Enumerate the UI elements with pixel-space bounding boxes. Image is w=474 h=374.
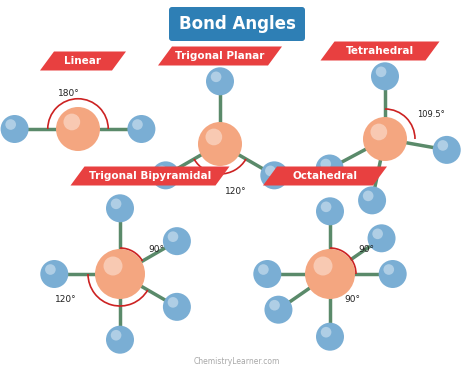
Circle shape — [316, 197, 344, 225]
Circle shape — [0, 115, 28, 143]
Text: Octahedral: Octahedral — [292, 171, 357, 181]
Circle shape — [371, 123, 387, 140]
Text: 90°: 90° — [148, 245, 164, 254]
Circle shape — [367, 224, 395, 252]
Circle shape — [313, 257, 332, 276]
Circle shape — [316, 323, 344, 351]
Circle shape — [106, 194, 134, 222]
FancyBboxPatch shape — [169, 7, 305, 41]
Circle shape — [198, 122, 242, 166]
Circle shape — [168, 297, 178, 308]
Circle shape — [5, 119, 16, 130]
Circle shape — [206, 129, 222, 145]
Text: 180°: 180° — [58, 89, 80, 98]
Circle shape — [438, 140, 448, 151]
Circle shape — [211, 71, 221, 82]
Circle shape — [206, 67, 234, 95]
Circle shape — [56, 107, 100, 151]
Circle shape — [372, 229, 383, 239]
Circle shape — [128, 115, 155, 143]
Circle shape — [152, 161, 180, 189]
Circle shape — [316, 154, 344, 183]
Circle shape — [269, 300, 280, 310]
Text: 109.5°: 109.5° — [417, 110, 445, 119]
Text: ChemistryLearner.com: ChemistryLearner.com — [194, 357, 280, 366]
Circle shape — [106, 326, 134, 354]
Text: Linear: Linear — [64, 56, 101, 66]
Circle shape — [45, 264, 56, 275]
Circle shape — [253, 260, 281, 288]
Polygon shape — [158, 46, 282, 65]
Text: Trigonal Planar: Trigonal Planar — [175, 51, 264, 61]
Circle shape — [111, 199, 121, 209]
Circle shape — [64, 114, 80, 130]
Circle shape — [103, 257, 122, 276]
Circle shape — [95, 249, 145, 299]
Circle shape — [433, 136, 461, 164]
Text: 120°: 120° — [55, 295, 77, 304]
Circle shape — [376, 67, 386, 77]
Text: 90°: 90° — [358, 245, 374, 254]
Circle shape — [321, 202, 331, 212]
Text: Trigonal Bipyramidal: Trigonal Bipyramidal — [89, 171, 211, 181]
Circle shape — [379, 260, 407, 288]
Circle shape — [168, 232, 178, 242]
Text: 90°: 90° — [344, 295, 360, 304]
Circle shape — [40, 260, 68, 288]
Circle shape — [371, 62, 399, 90]
Circle shape — [363, 117, 407, 161]
Circle shape — [163, 227, 191, 255]
Circle shape — [265, 166, 276, 176]
Polygon shape — [263, 166, 387, 186]
Circle shape — [163, 293, 191, 321]
Circle shape — [321, 327, 331, 338]
Text: Bond Angles: Bond Angles — [179, 15, 295, 33]
Text: Tetrahedral: Tetrahedral — [346, 46, 414, 56]
Circle shape — [363, 191, 374, 201]
Circle shape — [132, 119, 143, 130]
Circle shape — [320, 159, 331, 169]
Circle shape — [383, 264, 394, 275]
Circle shape — [358, 186, 386, 214]
Circle shape — [305, 249, 355, 299]
Text: 120°: 120° — [225, 187, 246, 196]
Circle shape — [111, 330, 121, 341]
Polygon shape — [320, 42, 439, 61]
Circle shape — [260, 161, 288, 189]
Circle shape — [264, 296, 292, 324]
Polygon shape — [71, 166, 229, 186]
Circle shape — [156, 166, 167, 176]
Polygon shape — [40, 52, 126, 71]
Circle shape — [258, 264, 269, 275]
